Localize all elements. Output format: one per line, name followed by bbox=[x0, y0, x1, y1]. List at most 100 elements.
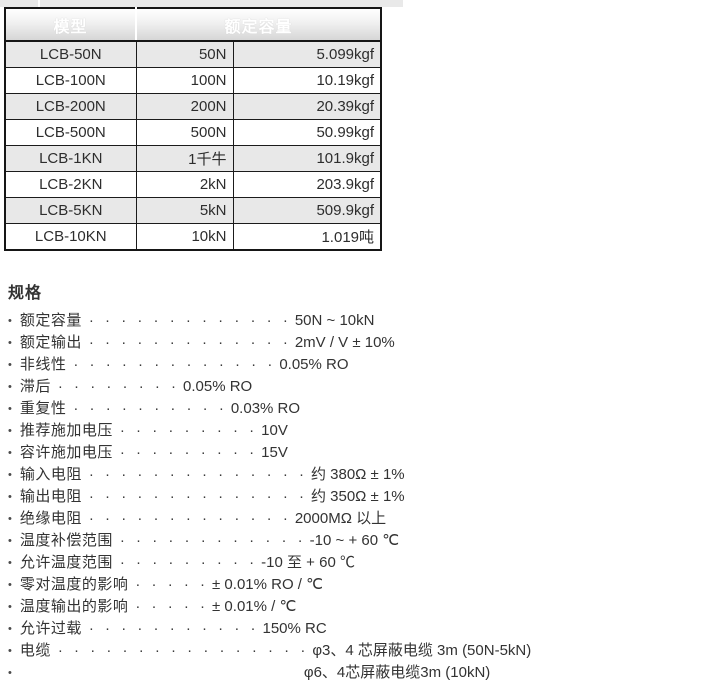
table-row: LCB-500N 500N 50.99kgf bbox=[4, 119, 382, 146]
bullet-icon: • bbox=[8, 645, 12, 657]
capacity-kgf-cell: 20.39kgf bbox=[232, 93, 382, 120]
bullet-icon: • bbox=[8, 491, 12, 503]
table-row: LCB-10KN 10kN 1.019吨 bbox=[4, 223, 382, 251]
capacity-n-cell: 5kN bbox=[135, 197, 234, 224]
spec-line-rated-capacity: • 额定容量 · · · · · · · · · · · · · 50N ~ 10kN bbox=[8, 310, 688, 332]
bullet-icon: • bbox=[8, 337, 12, 349]
spec-line-recommended-voltage: • 推荐施加电压 · · · · · · · · · 10V bbox=[8, 420, 688, 442]
spec-label: 滞后 bbox=[19, 378, 51, 395]
model-cell: LCB-50N bbox=[4, 40, 137, 68]
dot-leader: · · · · · · · · · bbox=[119, 444, 255, 461]
spec-label: 允许过载 bbox=[19, 620, 82, 637]
spec-line-temp-compensation-range: • 温度补偿范围 · · · · · · · · · · · · -10 ~ + 60… bbox=[8, 530, 688, 552]
spec-value: 0.03% RO bbox=[230, 400, 301, 417]
bullet-icon: • bbox=[8, 315, 12, 327]
spec-value: 约 350Ω ± 1% bbox=[310, 488, 405, 505]
bullet-icon: • bbox=[8, 601, 12, 613]
spec-label: 允许温度范围 bbox=[19, 554, 113, 571]
capacity-n-cell: 1千牛 bbox=[135, 145, 234, 172]
dot-leader: · · · · · · · · · · bbox=[73, 400, 224, 417]
spec-line-allowable-voltage: • 容许施加电压 · · · · · · · · · 15V bbox=[8, 442, 688, 464]
spec-line-input-resistance: • 输入电阻 · · · · · · · · · · · · · · 约 380Ω ±… bbox=[8, 464, 688, 486]
spec-label: 输入电阻 bbox=[19, 466, 82, 483]
cell-divider bbox=[38, 0, 40, 7]
spec-value: φ3、4 芯屏蔽电缆 3m (50N-5kN) bbox=[312, 642, 532, 659]
bullet-icon: • bbox=[8, 403, 12, 415]
dot-leader: · · · · · · · · · · · · · bbox=[88, 510, 288, 527]
header-rated-capacity: 额定容量 bbox=[134, 8, 382, 42]
table-row: LCB-100N 100N 10.19kgf bbox=[4, 67, 382, 94]
bullet-icon: • bbox=[8, 667, 12, 679]
capacity-table: 模型 额定容量 LCB-50N 50N 5.099kgf LCB-100N 10… bbox=[4, 7, 383, 251]
spec-label: 零对温度的影响 bbox=[19, 576, 129, 593]
capacity-kgf-cell: 101.9kgf bbox=[232, 145, 382, 172]
model-cell: LCB-500N bbox=[4, 119, 137, 146]
spec-value: -10 ~ + 60 ℃ bbox=[309, 532, 400, 549]
dot-leader: · · · · · · · · bbox=[57, 378, 177, 395]
dot-leader: · · · · · · · · · · · · · · bbox=[88, 466, 304, 483]
spec-line-insulation-resistance: • 绝缘电阻 · · · · · · · · · · · · · 2000MΩ 以上 bbox=[8, 508, 688, 530]
spec-line-temp-effect-on-zero: • 零对温度的影响 · · · · · ± 0.01% RO / ℃ bbox=[8, 574, 688, 596]
spec-line-rated-output: • 额定输出 · · · · · · · · · · · · · 2mV / V ± … bbox=[8, 332, 688, 354]
spec-label: 温度输出的影响 bbox=[19, 598, 129, 615]
capacity-kgf-cell: 50.99kgf bbox=[232, 119, 382, 146]
spec-value: ± 0.01% RO / ℃ bbox=[212, 576, 323, 593]
spec-line-allowable-overload: • 允许过载 · · · · · · · · · · · 150% RC bbox=[8, 618, 688, 640]
table-row: LCB-200N 200N 20.39kgf bbox=[4, 93, 382, 120]
model-cell: LCB-10KN bbox=[4, 223, 137, 251]
spec-value: 10V bbox=[261, 422, 288, 439]
spec-label: 温度补偿范围 bbox=[19, 532, 113, 549]
dot-leader: · · · · · · · · · · · · · · · · bbox=[57, 642, 306, 659]
spec-value: 0.05% RO bbox=[279, 356, 349, 373]
spec-label: 容许施加电压 bbox=[19, 444, 113, 461]
bullet-icon: • bbox=[8, 381, 12, 393]
capacity-n-cell: 500N bbox=[135, 119, 234, 146]
spec-line-allowable-temp-range: • 允许温度范围 · · · · · · · · · -10 至 + 60 ℃ bbox=[8, 552, 688, 574]
model-cell: LCB-5KN bbox=[4, 197, 137, 224]
spec-label: 额定输出 bbox=[19, 334, 82, 351]
spec-label: 推荐施加电压 bbox=[19, 422, 113, 439]
capacity-n-cell: 10kN bbox=[135, 223, 234, 251]
spec-label: 非线性 bbox=[19, 356, 67, 373]
cropped-cell bbox=[0, 0, 38, 7]
bullet-icon: • bbox=[8, 425, 12, 437]
spec-value: ± 0.01% / ℃ bbox=[212, 598, 297, 615]
spec-value: 150% RC bbox=[262, 620, 327, 637]
spec-label: 电缆 bbox=[19, 642, 51, 659]
spec-value: 2000MΩ 以上 bbox=[294, 510, 387, 527]
cropped-table-row bbox=[0, 0, 403, 7]
spec-line-temp-effect-on-output: • 温度输出的影响 · · · · · ± 0.01% / ℃ bbox=[8, 596, 688, 618]
spec-label: 输出电阻 bbox=[19, 488, 82, 505]
bullet-icon: • bbox=[8, 557, 12, 569]
spec-value: -10 至 + 60 ℃ bbox=[261, 554, 355, 571]
model-cell: LCB-2KN bbox=[4, 171, 137, 198]
model-cell: LCB-1KN bbox=[4, 145, 137, 172]
dot-leader: · · · · · · · · · · · · bbox=[119, 532, 303, 549]
bullet-icon: • bbox=[8, 513, 12, 525]
capacity-n-cell: 100N bbox=[135, 67, 234, 94]
spec-value: 约 380Ω ± 1% bbox=[310, 466, 405, 483]
spec-value: 0.05% RO bbox=[183, 378, 253, 395]
specs-heading: 规格 bbox=[8, 285, 43, 302]
dot-leader: · · · · · · · · · · · · · · bbox=[88, 488, 304, 505]
spec-label: 重复性 bbox=[19, 400, 67, 417]
table-header-row: 模型 额定容量 bbox=[5, 8, 382, 42]
dot-leader: · · · · · · · · · · · bbox=[88, 620, 256, 637]
spec-line-output-resistance: • 输出电阻 · · · · · · · · · · · · · · 约 350Ω ±… bbox=[8, 486, 688, 508]
spec-label: 额定容量 bbox=[19, 312, 82, 329]
capacity-kgf-cell: 1.019吨 bbox=[232, 223, 382, 251]
capacity-n-cell: 2kN bbox=[135, 171, 234, 198]
table-row: LCB-1KN 1千牛 101.9kgf bbox=[4, 145, 382, 172]
specifications-section: 规格 • 额定容量 · · · · · · · · · · · · · 50N ~ 1… bbox=[8, 279, 688, 684]
bullet-icon: • bbox=[8, 359, 12, 371]
dot-leader: · · · · · · · · · bbox=[119, 422, 255, 439]
capacity-kgf-cell: 10.19kgf bbox=[232, 67, 382, 94]
capacity-n-cell: 200N bbox=[135, 93, 234, 120]
spec-line-hysteresis: • 滞后 · · · · · · · · 0.05% RO bbox=[8, 376, 688, 398]
spec-line-cable: • 电缆 · · · · · · · · · · · · · · · · φ3、4 芯… bbox=[8, 640, 688, 662]
header-model: 模型 bbox=[5, 8, 136, 42]
spec-value: 15V bbox=[261, 444, 288, 461]
cropped-cell bbox=[40, 0, 403, 7]
model-cell: LCB-200N bbox=[4, 93, 137, 120]
table-row: LCB-50N 50N 5.099kgf bbox=[4, 40, 382, 68]
